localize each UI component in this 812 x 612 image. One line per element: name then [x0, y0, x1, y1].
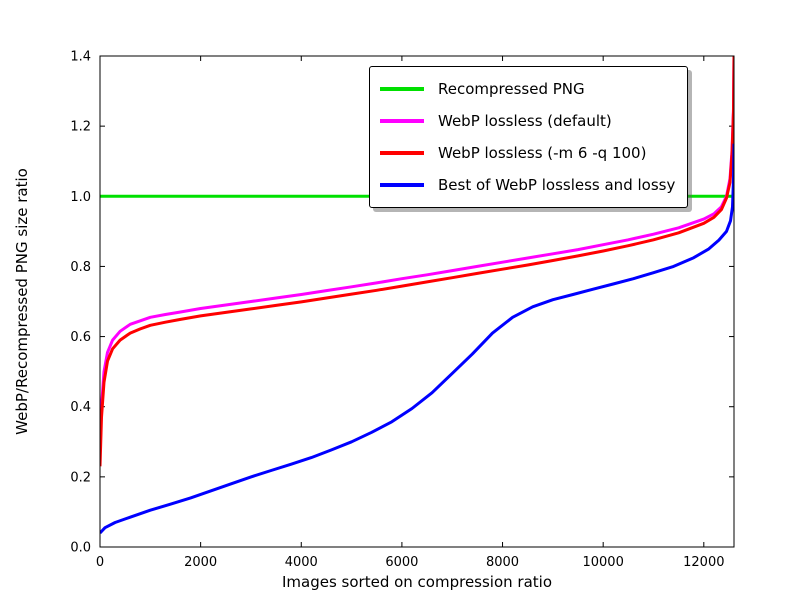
legend-line-sample: [380, 87, 424, 91]
legend-item: Best of WebP lossless and lossy: [380, 169, 675, 201]
y-tick-label: 0.2: [70, 470, 91, 485]
legend-label: WebP lossless (default): [438, 111, 612, 130]
y-tick-label: 0.6: [70, 330, 91, 345]
y-tick-label: 0.4: [70, 400, 91, 415]
legend-line-sample: [380, 119, 424, 123]
y-axis-label: WebP/Recompressed PNG size ratio: [13, 168, 31, 435]
series-line: [100, 56, 734, 453]
x-tick-label: 6000: [385, 555, 418, 570]
legend-label: Recompressed PNG: [438, 79, 585, 98]
legend-label: WebP lossless (-m 6 -q 100): [438, 143, 647, 162]
legend-item: WebP lossless (-m 6 -q 100): [380, 137, 675, 169]
y-tick-label: 1.0: [70, 190, 91, 205]
x-tick-label: 12000: [683, 555, 724, 570]
y-tick-label: 0.0: [70, 541, 91, 556]
y-tick-label: 1.2: [70, 120, 91, 135]
x-tick-label: 8000: [486, 555, 519, 570]
x-tick-label: 0: [96, 555, 104, 570]
legend-item: Recompressed PNG: [380, 73, 675, 105]
axes-frame: [99, 55, 735, 548]
legend: Recompressed PNG WebP lossless (default) W…: [369, 66, 689, 208]
series-line: [100, 56, 734, 467]
legend-label: Best of WebP lossless and lossy: [438, 175, 676, 194]
x-tick-label: 10000: [582, 555, 623, 570]
legend-line-sample: [380, 183, 424, 187]
y-tick-label: 1.4: [70, 50, 91, 65]
x-axis-label: Images sorted on compression ratio: [282, 573, 552, 591]
series-line: [100, 143, 734, 535]
legend-item: WebP lossless (default): [380, 105, 675, 137]
y-tick-label: 0.8: [70, 260, 91, 275]
x-tick-label: 4000: [285, 555, 318, 570]
x-tick-label: 2000: [184, 555, 217, 570]
legend-line-sample: [380, 151, 424, 155]
